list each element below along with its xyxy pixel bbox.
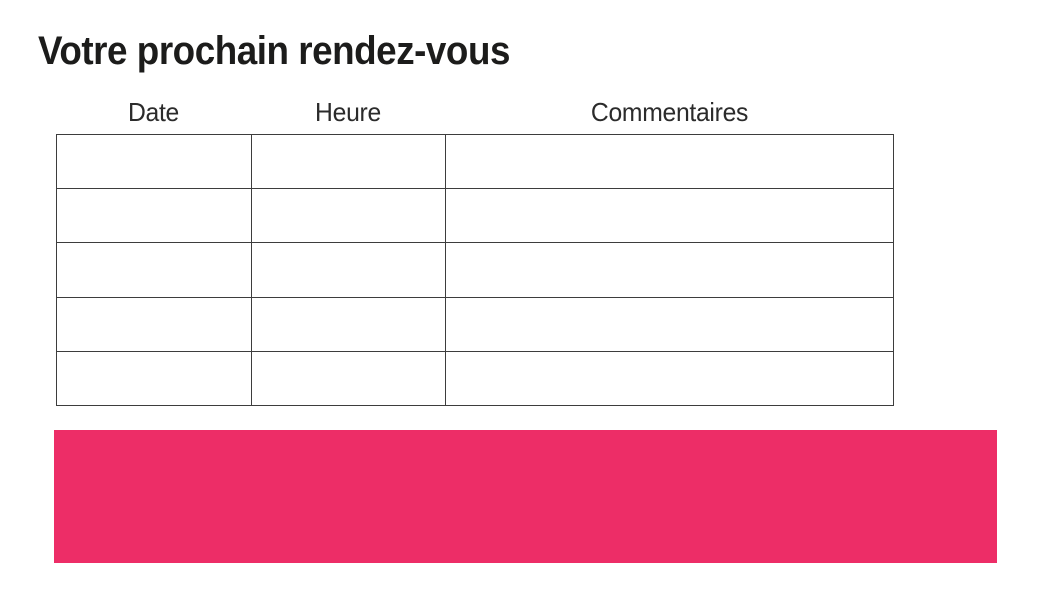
column-header-commentaires: Commentaires xyxy=(590,97,749,127)
cell-date xyxy=(57,243,252,297)
table-row xyxy=(57,297,893,352)
cell-heure xyxy=(252,351,446,405)
cell-commentaires xyxy=(446,243,893,296)
cell-heure xyxy=(252,135,446,189)
column-header-heure: Heure xyxy=(315,97,381,127)
cell-commentaires xyxy=(446,352,893,405)
cell-date xyxy=(57,135,252,189)
table-row xyxy=(57,189,893,244)
cell-commentaires xyxy=(446,298,893,351)
cell-heure xyxy=(252,243,446,297)
table-row xyxy=(57,135,893,190)
cell-heure xyxy=(252,297,446,351)
cell-date xyxy=(57,189,252,243)
page-title: Votre prochain rendez-vous xyxy=(38,29,510,73)
highlight-bar xyxy=(54,430,997,563)
cell-heure xyxy=(252,189,446,243)
cell-date xyxy=(57,297,252,351)
table-row xyxy=(57,351,893,405)
cell-commentaires xyxy=(446,189,893,242)
table-row xyxy=(57,243,893,298)
appointments-table-body xyxy=(56,134,894,406)
table-header-row: Date Heure Commentaires xyxy=(56,96,894,128)
cell-commentaires xyxy=(446,135,893,188)
column-header-date: Date xyxy=(127,97,180,127)
cell-date xyxy=(57,351,252,405)
